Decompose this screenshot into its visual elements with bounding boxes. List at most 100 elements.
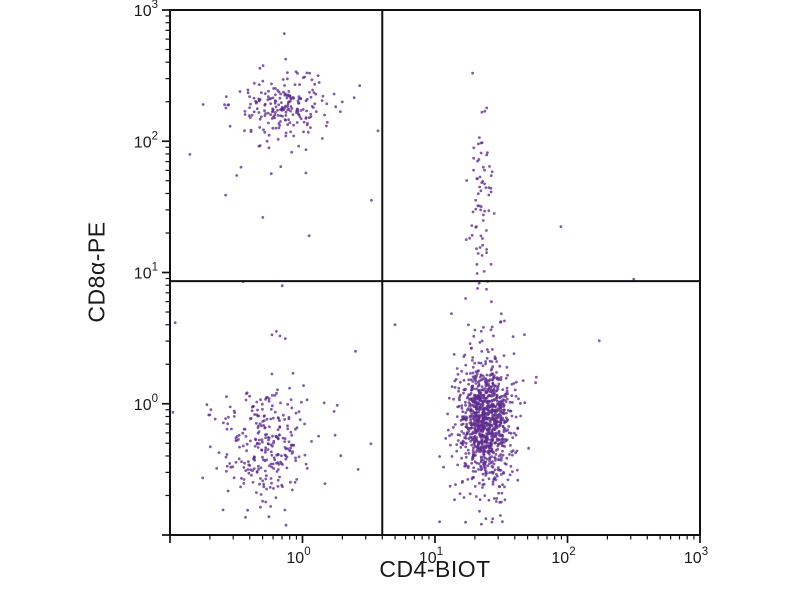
data-point [500,473,503,476]
data-point [499,453,503,456]
data-point [489,441,493,445]
data-point [283,437,287,440]
data-point [252,457,256,461]
data-point [488,426,491,430]
data-point [253,413,256,416]
data-point [486,151,489,155]
data-point [499,320,502,324]
data-point [462,415,466,419]
data-point [483,182,486,186]
data-point [292,123,295,127]
data-point [310,78,314,82]
data-point [252,110,256,114]
data-point [499,378,503,381]
data-point [482,412,486,416]
data-point [311,88,314,92]
data-point [465,422,468,426]
data-point [462,496,466,499]
data-point [250,113,254,117]
data-point [305,466,309,470]
data-point [484,186,488,190]
data-point [295,478,299,481]
data-point [269,450,273,454]
data-point [502,408,506,412]
data-point [499,458,503,462]
data-point [289,398,293,401]
data-point [292,97,295,100]
data-point [255,107,259,111]
data-point [209,408,213,412]
data-point [479,205,483,209]
data-point [273,410,277,414]
data-point [284,110,288,114]
y-tick-label: 103 [134,0,158,20]
data-point [298,418,302,422]
data-point [478,185,481,189]
data-point [511,335,515,338]
data-point [478,136,481,140]
data-point [468,236,472,240]
data-point [291,450,295,454]
data-point [278,433,281,437]
data-point [475,448,479,452]
data-point [304,171,308,175]
data-point [257,464,260,468]
data-point [487,193,491,197]
data-point [247,460,250,463]
data-point [284,57,288,61]
data-point [479,465,483,469]
data-point [516,478,520,482]
data-point [462,355,466,358]
data-point [490,394,493,398]
data-point [478,175,482,179]
data-point [515,468,519,472]
data-point [447,396,451,400]
data-point [267,89,270,93]
data-point [494,389,498,393]
data-point [285,96,289,100]
data-point [490,170,494,174]
data-point [489,190,493,194]
data-point [262,482,265,486]
data-point [469,397,473,401]
data-point [274,93,277,97]
data-point [502,410,506,414]
data-point [508,409,512,413]
data-point [272,467,275,470]
data-point [265,487,268,491]
data-point [477,382,481,386]
data-point [275,391,278,395]
data-point [494,434,498,438]
data-point [493,468,497,472]
data-point [241,444,245,448]
data-point [491,372,495,376]
data-point [300,400,303,404]
data-point [507,431,511,435]
data-point [480,438,484,442]
data-point [276,108,279,112]
data-point [497,382,501,386]
data-point [483,460,487,464]
data-point [490,300,493,304]
data-point [356,468,360,471]
data-point [488,446,492,450]
data-point [281,106,284,110]
data-point [281,413,285,417]
data-point [498,442,502,445]
data-point [470,224,474,228]
data-point [289,109,292,113]
data-point [504,462,508,466]
data-point [479,423,483,427]
data-point [264,446,268,449]
data-point [501,416,504,420]
data-point [459,446,463,449]
data-point [512,431,516,435]
data-point [235,439,239,442]
data-point [269,505,273,508]
data-point [450,385,454,388]
data-point [481,450,485,454]
data-point [497,425,501,428]
data-point [496,468,500,472]
data-point [469,410,473,413]
data-point [277,126,281,130]
